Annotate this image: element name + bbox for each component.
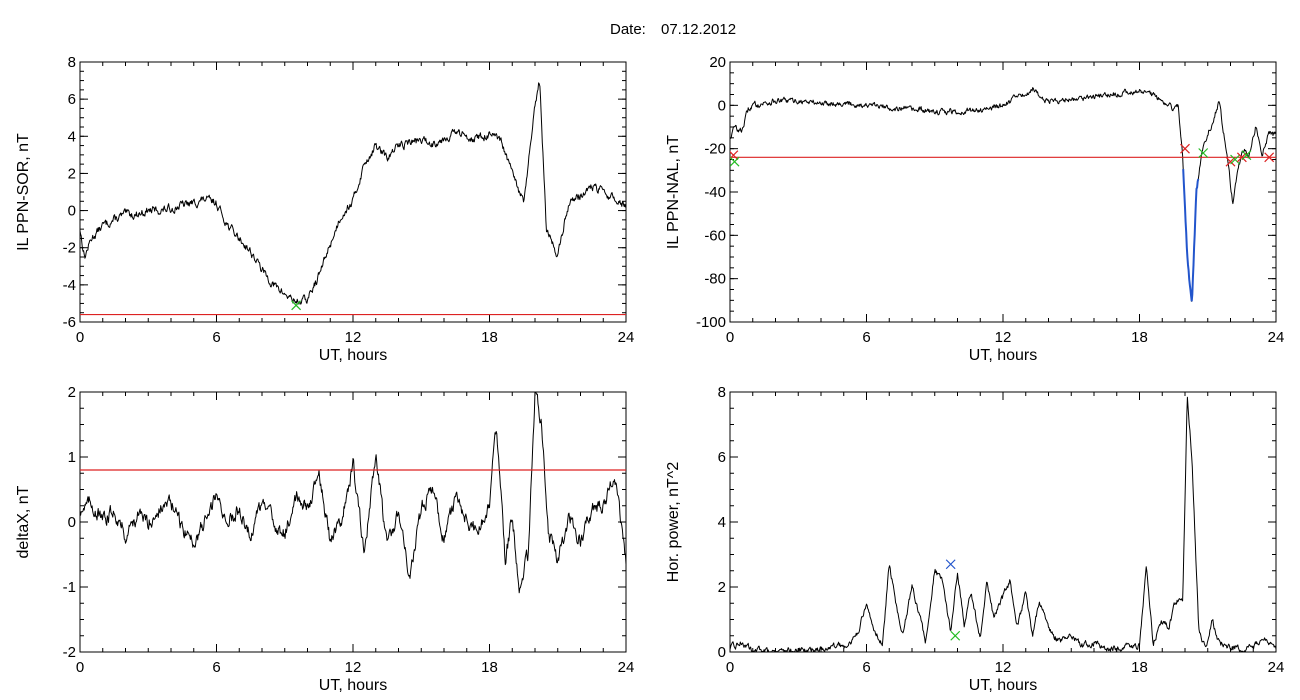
x-axis-label: UT, hours <box>319 677 387 694</box>
x-tick-label: 18 <box>481 659 498 676</box>
y-tick-label: -4 <box>63 277 76 294</box>
x-tick-label: 12 <box>345 329 362 346</box>
y-tick-label: 6 <box>68 91 76 108</box>
y-tick-label: -40 <box>704 184 726 201</box>
x-tick-label: 18 <box>481 329 498 346</box>
y-tick-label: 20 <box>709 54 726 71</box>
y-tick-label: 2 <box>68 165 76 182</box>
x-tick-label: 6 <box>212 659 220 676</box>
x-tick-label: 18 <box>1131 659 1148 676</box>
x-tick-label: 0 <box>726 329 734 346</box>
marker-cross <box>1230 154 1240 165</box>
y-axis-label: deltaX, nT <box>15 485 32 558</box>
plot-area <box>730 87 1276 302</box>
y-tick-label: 4 <box>718 514 726 531</box>
y-tick-label: 2 <box>718 579 726 596</box>
y-tick-label: -80 <box>704 271 726 288</box>
date-label: Date: <box>610 21 646 38</box>
x-axis-label: UT, hours <box>969 677 1037 694</box>
y-tick-label: 1 <box>68 449 76 466</box>
x-tick-label: 24 <box>1268 659 1285 676</box>
highlight-segment <box>1182 169 1200 302</box>
y-axis-label: IL PPN-NAL, nT <box>665 135 682 249</box>
y-tick-label: 0 <box>68 203 76 220</box>
x-axis-label: UT, hours <box>319 347 387 364</box>
x-axis-label: UT, hours <box>969 347 1037 364</box>
y-tick-label: 2 <box>68 384 76 401</box>
marker-cross <box>291 300 302 311</box>
data-line <box>730 396 1276 652</box>
marker-cross <box>1241 150 1252 161</box>
y-tick-label: 0 <box>718 644 726 661</box>
plot-area <box>730 396 1276 652</box>
plot-frame <box>79 61 627 323</box>
x-tick-label: 0 <box>76 659 84 676</box>
x-tick-label: 6 <box>212 329 220 346</box>
y-tick-label: -6 <box>63 314 76 331</box>
y-tick-label: -2 <box>63 644 76 661</box>
y-tick-label: 8 <box>718 384 726 401</box>
data-line <box>80 392 626 594</box>
x-tick-label: 0 <box>76 329 84 346</box>
data-line <box>80 82 626 305</box>
plot-frame <box>79 391 627 653</box>
y-tick-label: 0 <box>68 514 76 531</box>
y-tick-label: -1 <box>63 579 76 596</box>
chart-panel-nal: 0 6 12 18 24 -100 -80 -60 -40 -20 0 20 UT, hours IL P… <box>665 54 1284 364</box>
x-tick-label: 0 <box>726 659 734 676</box>
marker-cross <box>1180 143 1190 154</box>
marker-cross <box>1264 152 1275 163</box>
plot-area <box>80 82 626 316</box>
y-tick-label: 4 <box>68 128 76 145</box>
y-tick-label: 6 <box>718 449 726 466</box>
x-tick-label: 12 <box>345 659 362 676</box>
y-tick-label: -20 <box>704 141 726 158</box>
date-value: 07.12.2012 <box>661 21 736 38</box>
y-tick-label: -60 <box>704 227 726 244</box>
x-tick-label: 24 <box>1268 329 1285 346</box>
x-tick-label: 12 <box>995 329 1012 346</box>
y-axis-label: IL PPN-SOR, nT <box>15 133 32 251</box>
marker-cross <box>950 630 961 641</box>
x-tick-label: 6 <box>862 659 870 676</box>
x-tick-label: 12 <box>995 659 1012 676</box>
x-tick-label: 24 <box>618 659 635 676</box>
x-tick-label: 24 <box>618 329 635 346</box>
y-tick-label: 0 <box>718 97 726 114</box>
y-axis-label: Hor. power, nT^2 <box>665 462 682 583</box>
marker-cross <box>945 559 956 570</box>
y-tick-label: -2 <box>63 240 76 257</box>
y-tick-label: -100 <box>696 314 726 331</box>
x-tick-label: 6 <box>862 329 870 346</box>
marker-cross <box>730 156 740 167</box>
marker-cross <box>1198 148 1209 158</box>
y-tick-label: 8 <box>68 54 76 71</box>
x-tick-label: 18 <box>1131 329 1148 346</box>
plot-area <box>80 392 626 594</box>
